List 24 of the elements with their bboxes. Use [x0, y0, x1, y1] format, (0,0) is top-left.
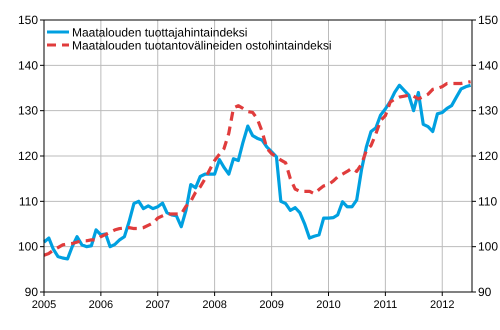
y2-tick-label: 100	[478, 240, 498, 254]
x-tick-label: 2005	[32, 299, 56, 311]
x-tick-label: 2007	[145, 299, 170, 311]
y2-tick-label: 140	[478, 58, 498, 72]
legend-label: Maatalouden tuottajahintaindeksi	[72, 26, 248, 40]
y-tick-label: 130	[18, 104, 38, 118]
y-tick-label: 100	[18, 240, 38, 254]
x-tick-label: 2006	[88, 299, 114, 311]
y2-tick-label: 150	[478, 13, 498, 27]
y2-tick-label: 110	[478, 194, 498, 208]
y2-tick-label: 90	[478, 285, 492, 299]
y-tick-label: 120	[18, 149, 38, 163]
y-tick-label: 110	[18, 194, 38, 208]
x-tick-label: 2012	[430, 299, 454, 311]
y2-tick-label: 130	[478, 104, 498, 118]
x-tick-label: 2008	[202, 299, 227, 311]
y-tick-label: 90	[24, 285, 38, 299]
x-tick-label: 2009	[259, 299, 284, 311]
x-tick-label: 2010	[316, 299, 341, 311]
y2-tick-label: 120	[478, 149, 498, 163]
y-tick-label: 150	[18, 13, 38, 27]
y-tick-label: 140	[18, 58, 38, 72]
legend-label: Maatalouden tuotantovälineiden ostohintaindeksi	[72, 38, 332, 52]
x-tick-label: 2011	[374, 299, 398, 311]
